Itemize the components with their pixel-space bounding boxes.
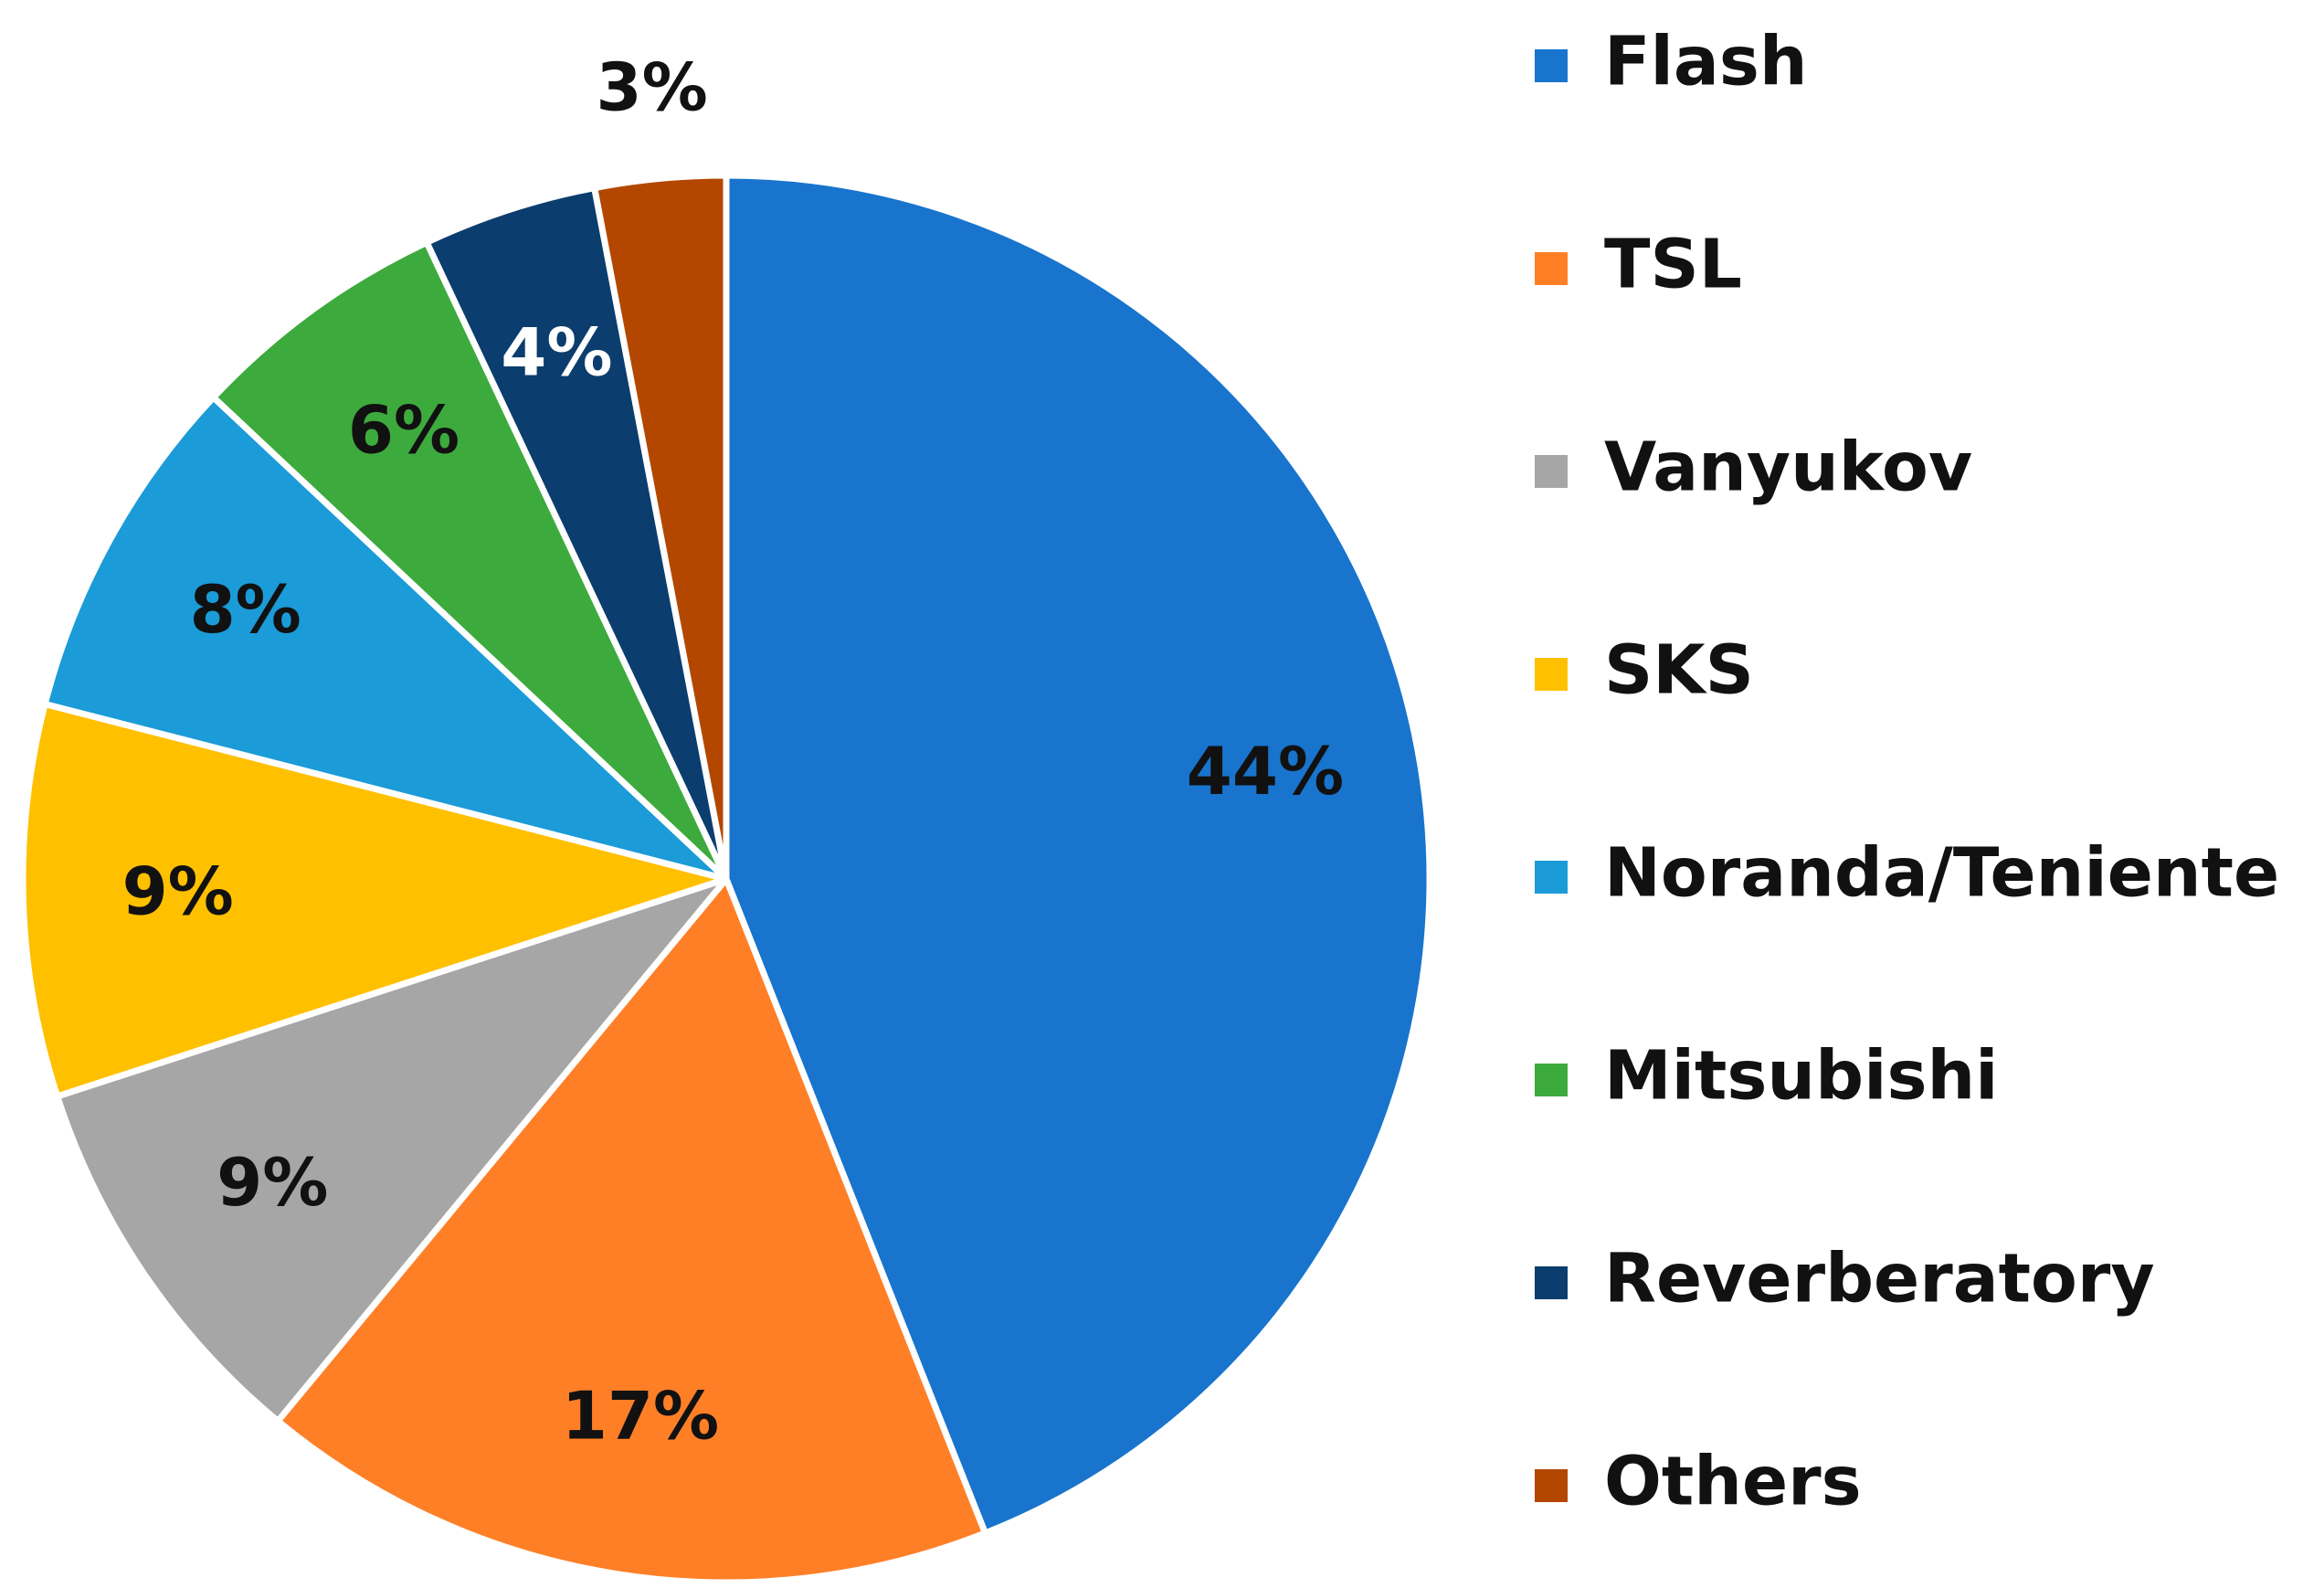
pie-slice-vanyukov (54, 875, 730, 1424)
legend-label-sks: SKS (1604, 631, 1754, 710)
pie-slice-noranda-teniente (41, 394, 730, 883)
legend-label-others: Others (1604, 1443, 1862, 1521)
pie-slice-tsl (274, 875, 988, 1586)
pie-slice-mitsubishi (210, 238, 730, 883)
legend-swatch-reverberatory (1535, 1266, 1568, 1299)
legend-label-reverberatory: Reverberatory (1604, 1240, 2155, 1318)
pie-slice-flash (723, 172, 1433, 1537)
data-label-sks: 9% (122, 852, 234, 929)
data-label-noranda-teniente: 8% (190, 571, 301, 648)
data-label-mitsubishi: 6% (348, 392, 460, 469)
legend-label-vanyukov: Vanyukov (1604, 429, 1972, 507)
legend-label-mitsubishi: Mitsubishi (1604, 1037, 1999, 1116)
pie-slices (19, 172, 1433, 1586)
legend-label-noranda-teniente: Noranda/Teniente (1604, 834, 2279, 913)
pie-slice-others (591, 172, 730, 883)
data-label-vanyukov: 9% (217, 1144, 328, 1221)
legend-swatch-vanyukov (1535, 455, 1568, 488)
legend-swatch-flash (1535, 49, 1568, 82)
legend-swatch-tsl (1535, 252, 1568, 285)
data-label-tsl: 17% (562, 1378, 719, 1455)
pie-data-labels: 44% 17% 9% 9% 8% 6% 4% 3% (122, 48, 1345, 1454)
pie-slice-reverberatory (423, 185, 730, 883)
data-label-flash: 44% (1187, 733, 1344, 810)
legend-swatch-mitsubishi (1535, 1064, 1568, 1096)
legend-swatch-sks (1535, 658, 1568, 691)
data-label-reverberatory: 4% (501, 313, 612, 390)
legend: Flash TSL Vanyukov SKS Noranda/Teniente Mitsu… (1535, 23, 2279, 1521)
legend-label-flash: Flash (1604, 23, 1808, 101)
pie-slice-sks (19, 701, 730, 1100)
data-label-others: 3% (596, 48, 707, 125)
legend-swatch-noranda-teniente (1535, 861, 1568, 894)
legend-label-tsl: TSL (1604, 226, 1742, 304)
legend-swatch-others (1535, 1469, 1568, 1502)
